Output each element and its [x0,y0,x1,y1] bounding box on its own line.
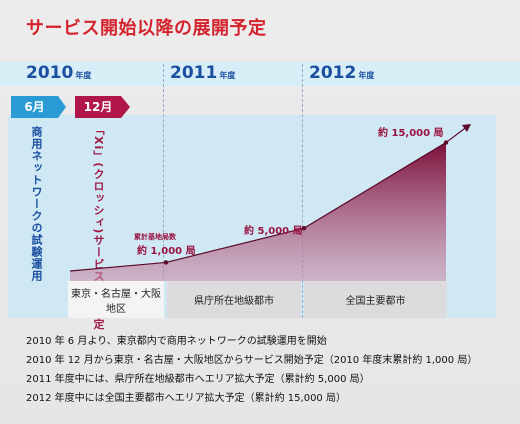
note-item: 2012 年度中には全国主要都市へエリア拡大予定（累計約 15,000 局） [26,393,346,404]
annotation-15000: 約 15,000 局 [378,128,444,139]
region-major-cities: 全国主要都市 [304,281,447,318]
region-prefectural-capitals: 県庁所在地級都市 [167,281,301,318]
arrow-head-icon [462,124,471,132]
note-item: 2010 年 12 月から東京・名古屋・大阪地区からサービス開始予定（2010 … [26,355,478,366]
series-line [69,142,447,272]
data-point [301,225,307,231]
data-point [443,140,449,145]
trial-operation-text: 商用ネットワークの試験運用 [30,126,43,282]
year-2011-label: 2011 年度 [170,63,236,83]
annotation-1000: 約 1,000 局 [137,246,196,257]
region-tokyo-nagoya-osaka: 東京・名古屋・大阪地区 [68,281,164,318]
divider-2012 [302,64,303,318]
note-item: 2010 年 6 月より、東京都内で商用ネットワークの試験運用を開始 [26,336,327,347]
year-2010-label: 2010 年度 [26,63,92,83]
note-item: 2011 年度中には、県庁所在地級都市へエリア拡大予定（累計約 5,000 局） [26,374,370,385]
notes-list: 2010 年 6 月より、東京都内で商用ネットワークの試験運用を開始 2010 … [26,332,477,408]
data-point [163,260,169,265]
divider-2011 [163,64,164,318]
page-title: サービス開始以降の展開予定 [26,18,267,39]
tag-june: 6月 [11,96,66,118]
trend-arrow-line [445,125,469,144]
annotation-prefix: 累計基地局数 [134,233,176,241]
annotation-5000: 約 5,000 局 [244,226,303,237]
year-band [0,62,520,86]
year-2012-label: 2012 年度 [309,63,375,83]
tag-december: 12月 [75,96,130,118]
series-area [70,142,446,281]
